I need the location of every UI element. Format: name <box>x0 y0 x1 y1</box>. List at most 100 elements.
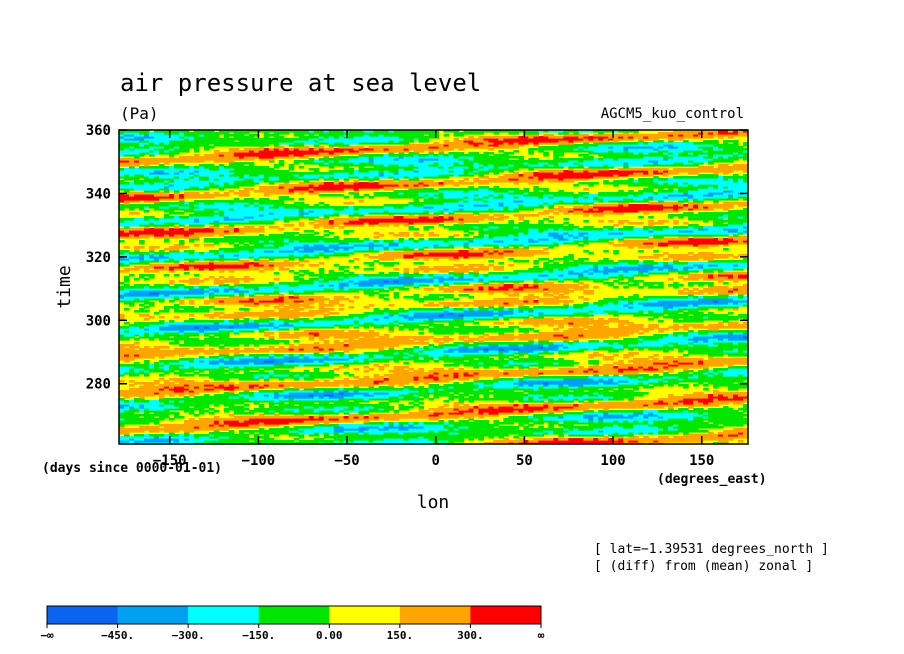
contour-band <box>308 168 320 171</box>
contour-band <box>718 372 724 375</box>
contour-band <box>698 296 704 299</box>
contour-band <box>668 334 674 337</box>
contour-band <box>688 338 709 341</box>
contour-band <box>293 438 300 441</box>
contour-band <box>168 228 185 231</box>
contour-band <box>119 138 125 141</box>
contour-band <box>248 256 255 259</box>
contour-band <box>119 346 125 349</box>
contour-band <box>708 284 714 287</box>
contour-band <box>583 168 609 171</box>
contour-band <box>303 208 335 211</box>
contour-band <box>318 262 325 265</box>
contour-band <box>298 156 310 159</box>
contour-band <box>243 370 250 373</box>
contour-band <box>518 350 534 353</box>
contour-band <box>223 314 315 317</box>
contour-band <box>188 266 195 269</box>
contour-band <box>518 142 529 145</box>
contour-band <box>218 184 225 187</box>
contour-band <box>578 400 584 403</box>
contour-band <box>203 388 215 391</box>
contour-band <box>553 268 559 271</box>
contour-band <box>603 180 609 183</box>
contour-band <box>438 430 544 433</box>
contour-band <box>613 424 619 427</box>
contour-band <box>578 162 624 165</box>
contour-band <box>353 400 370 403</box>
contour-band <box>658 262 664 265</box>
contour-band <box>688 334 714 337</box>
contour-band <box>168 432 175 435</box>
contour-band <box>478 168 489 171</box>
contour-band <box>368 428 380 431</box>
contour-band <box>303 370 310 373</box>
contour-band <box>178 286 185 289</box>
contour-band <box>393 412 400 415</box>
contour-band <box>698 166 714 169</box>
contour-band <box>158 416 170 419</box>
contour-band <box>413 240 420 243</box>
contour-band <box>598 208 664 211</box>
contour-band <box>373 236 380 239</box>
contour-band <box>318 416 325 419</box>
contour-band <box>718 322 724 325</box>
contour-band <box>338 366 350 369</box>
contour-band <box>468 200 484 203</box>
contour-band <box>478 344 489 347</box>
contour-band <box>338 424 390 427</box>
contour-band <box>718 132 739 135</box>
contour-band <box>348 134 365 137</box>
contour-band <box>558 438 569 441</box>
contour-band <box>488 196 494 199</box>
contour-band <box>473 240 494 243</box>
contour-band <box>583 292 594 295</box>
contour-band <box>403 216 420 219</box>
contour-band <box>318 202 325 205</box>
contour-band <box>438 440 450 443</box>
contour-band <box>253 150 260 153</box>
contour-band <box>308 210 315 213</box>
contour-band <box>233 282 240 285</box>
contour-band <box>283 354 290 357</box>
contour-band <box>543 266 569 269</box>
contour-band <box>153 136 180 139</box>
contour-band <box>578 182 599 185</box>
contour-band <box>693 206 699 209</box>
contour-band <box>668 366 709 369</box>
contour-band <box>119 134 125 137</box>
contour-band <box>308 188 315 191</box>
contour-band <box>188 278 200 281</box>
contour-band <box>263 174 295 177</box>
contour-band <box>129 290 210 293</box>
contour-band <box>638 366 644 369</box>
contour-band <box>378 296 385 299</box>
contour-band <box>473 212 479 215</box>
contour-band <box>158 396 165 399</box>
contour-band <box>208 344 220 347</box>
contour-band <box>538 238 549 241</box>
contour-band <box>398 192 405 195</box>
contour-band <box>698 284 704 287</box>
contour-band <box>338 440 345 443</box>
contour-band <box>713 300 719 303</box>
contour-band <box>343 270 350 273</box>
contour-band <box>418 158 440 161</box>
contour-band <box>129 406 135 409</box>
contour-band <box>208 360 265 363</box>
contour-band <box>723 406 729 409</box>
contour-band <box>124 192 170 195</box>
contour-band <box>413 394 420 397</box>
contour-band <box>398 428 410 431</box>
contour-band <box>398 232 410 235</box>
contour-band <box>393 336 435 339</box>
contour-band <box>513 386 519 389</box>
contour-band <box>413 258 420 261</box>
contour-band <box>658 338 689 341</box>
contour-band <box>278 384 285 387</box>
contour-band <box>153 182 165 185</box>
contour-band <box>668 396 709 399</box>
contour-band <box>388 246 405 249</box>
contour-band <box>683 334 689 337</box>
contour-band <box>638 194 669 197</box>
